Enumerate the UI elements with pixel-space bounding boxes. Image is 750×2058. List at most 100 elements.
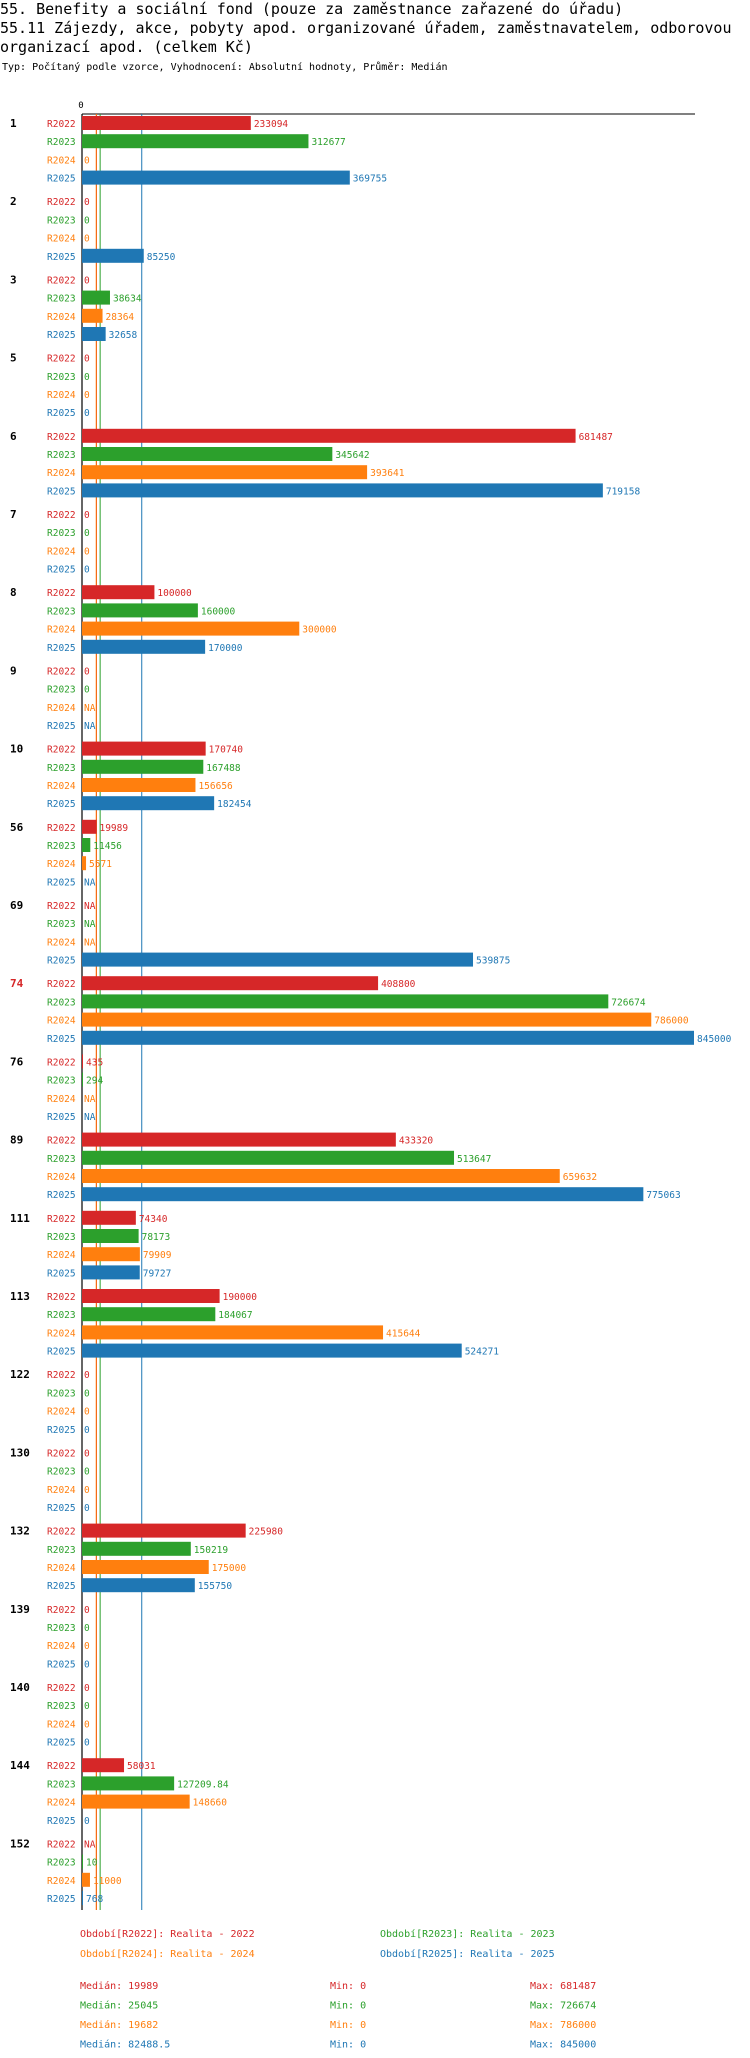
value-label-9-r2023: 0 xyxy=(84,685,90,696)
value-label-152-r2024: 11000 xyxy=(93,1876,122,1887)
series-label-r2023: R2023 xyxy=(47,1388,76,1399)
value-label-1-r2024: 0 xyxy=(84,155,90,166)
value-label-140-r2023: 0 xyxy=(84,1701,90,1712)
group-label-1: 1 xyxy=(10,117,17,130)
value-label-10-r2023: 167488 xyxy=(206,763,241,774)
series-label-r2024: R2024 xyxy=(47,155,76,166)
bar-132-r2024 xyxy=(82,1560,209,1574)
value-label-89-r2024: 659632 xyxy=(563,1172,597,1183)
value-label-6-r2022: 681487 xyxy=(579,432,613,443)
value-label-3-r2023: 38634 xyxy=(113,294,142,305)
value-label-7-r2024: 0 xyxy=(84,546,90,557)
value-label-56-r2023: 11456 xyxy=(93,841,122,852)
stat-max-r2024: Max: 786000 xyxy=(530,2020,596,2031)
group-label-144: 144 xyxy=(10,1759,30,1772)
series-label-r2024: R2024 xyxy=(47,1094,76,1105)
series-label-r2022: R2022 xyxy=(47,275,76,286)
bar-111-r2024 xyxy=(82,1247,140,1262)
legend-item-r2023: Období[R2023]: Realita - 2023 xyxy=(380,1928,555,1940)
bar-8-r2025 xyxy=(82,639,206,654)
series-label-r2024: R2024 xyxy=(47,703,76,714)
series-label-r2022: R2022 xyxy=(47,745,76,756)
value-label-89-r2025: 775063 xyxy=(646,1190,680,1201)
series-label-r2023: R2023 xyxy=(47,215,76,226)
bar-111-r2025 xyxy=(82,1265,140,1280)
series-label-r2022: R2022 xyxy=(47,1839,76,1850)
group-label-122: 122 xyxy=(10,1368,30,1381)
value-label-69-r2025: 539875 xyxy=(476,956,510,967)
series-label-r2023: R2023 xyxy=(47,1623,76,1634)
legend-item-r2024: Období[R2024]: Realita - 2024 xyxy=(80,1948,255,1960)
value-label-113-r2023: 184067 xyxy=(218,1310,252,1321)
stat-median-r2025: Medián: 82488.5 xyxy=(80,2039,170,2051)
value-label-132-r2024: 175000 xyxy=(212,1563,247,1574)
legend-item-r2025: Období[R2025]: Realita - 2025 xyxy=(380,1948,555,1960)
group-label-152: 152 xyxy=(10,1837,30,1850)
bar-144-r2024 xyxy=(82,1794,190,1809)
series-label-r2025: R2025 xyxy=(47,1190,76,1201)
bar-6-r2023 xyxy=(82,447,333,461)
value-label-111-r2024: 79909 xyxy=(143,1250,172,1261)
series-label-r2025: R2025 xyxy=(47,1659,76,1670)
bar-152-r2025 xyxy=(82,1891,83,1905)
series-label-r2024: R2024 xyxy=(47,1876,76,1887)
group-label-113: 113 xyxy=(10,1290,30,1303)
value-label-111-r2022: 74340 xyxy=(139,1214,168,1225)
value-label-9-r2022: 0 xyxy=(84,666,90,677)
value-label-130-r2022: 0 xyxy=(84,1448,90,1459)
value-label-5-r2024: 0 xyxy=(84,390,90,401)
series-label-r2025: R2025 xyxy=(47,956,76,967)
bar-3-r2024 xyxy=(82,308,103,323)
group-label-8: 8 xyxy=(10,586,17,599)
series-label-r2024: R2024 xyxy=(47,468,76,479)
bar-152-r2023 xyxy=(82,1854,83,1869)
value-label-74-r2025: 845000 xyxy=(697,1034,732,1045)
value-label-132-r2023: 150219 xyxy=(194,1545,229,1556)
series-label-r2025: R2025 xyxy=(47,1034,76,1045)
series-label-r2023: R2023 xyxy=(47,1232,76,1243)
bar-10-r2022 xyxy=(82,741,206,756)
bar-10-r2024 xyxy=(82,778,196,792)
value-label-76-r2025: NA xyxy=(84,1112,96,1123)
series-label-r2025: R2025 xyxy=(47,1347,76,1358)
bar-113-r2023 xyxy=(82,1307,216,1322)
value-label-152-r2022: NA xyxy=(84,1839,96,1850)
value-label-69-r2023: NA xyxy=(84,919,96,930)
x-axis-zero-label: 0 xyxy=(78,101,83,111)
series-label-r2023: R2023 xyxy=(47,1858,76,1869)
legend-item-r2022: Období[R2022]: Realita - 2022 xyxy=(80,1928,255,1940)
value-label-2-r2023: 0 xyxy=(84,215,90,226)
series-label-r2022: R2022 xyxy=(47,432,76,443)
series-label-r2024: R2024 xyxy=(47,625,76,636)
group-label-5: 5 xyxy=(10,352,17,365)
value-label-1-r2025: 369755 xyxy=(353,174,387,185)
group-label-76: 76 xyxy=(10,1055,24,1068)
series-label-r2025: R2025 xyxy=(47,1816,76,1827)
bar-56-r2022 xyxy=(82,819,97,834)
value-label-122-r2024: 0 xyxy=(84,1407,90,1418)
group-label-139: 139 xyxy=(10,1603,30,1616)
series-label-r2022: R2022 xyxy=(47,510,76,521)
series-label-r2024: R2024 xyxy=(47,1641,76,1652)
value-label-122-r2025: 0 xyxy=(84,1425,90,1436)
bar-6-r2022 xyxy=(82,428,576,443)
series-label-r2025: R2025 xyxy=(47,1581,76,1592)
value-label-76-r2022: 435 xyxy=(86,1057,103,1068)
series-label-r2024: R2024 xyxy=(47,1328,76,1339)
value-label-3-r2025: 32658 xyxy=(109,330,138,341)
series-label-r2025: R2025 xyxy=(47,486,76,497)
series-label-r2025: R2025 xyxy=(47,1894,76,1905)
chart-title: 55. Benefity a sociální fond (pouze za z… xyxy=(0,0,624,18)
value-label-56-r2025: NA xyxy=(84,877,96,888)
series-label-r2023: R2023 xyxy=(47,1701,76,1712)
stat-max-r2025: Max: 845000 xyxy=(530,2040,596,2051)
stat-median-r2022: Medián: 19989 xyxy=(80,1980,158,1992)
series-label-r2022: R2022 xyxy=(47,901,76,912)
value-label-6-r2025: 719158 xyxy=(606,486,641,497)
value-label-8-r2024: 300000 xyxy=(302,625,337,636)
bar-8-r2023 xyxy=(82,603,198,618)
series-label-r2022: R2022 xyxy=(47,666,76,677)
bar-6-r2024 xyxy=(82,465,368,480)
value-label-56-r2022: 19989 xyxy=(99,823,128,834)
series-label-r2025: R2025 xyxy=(47,877,76,888)
